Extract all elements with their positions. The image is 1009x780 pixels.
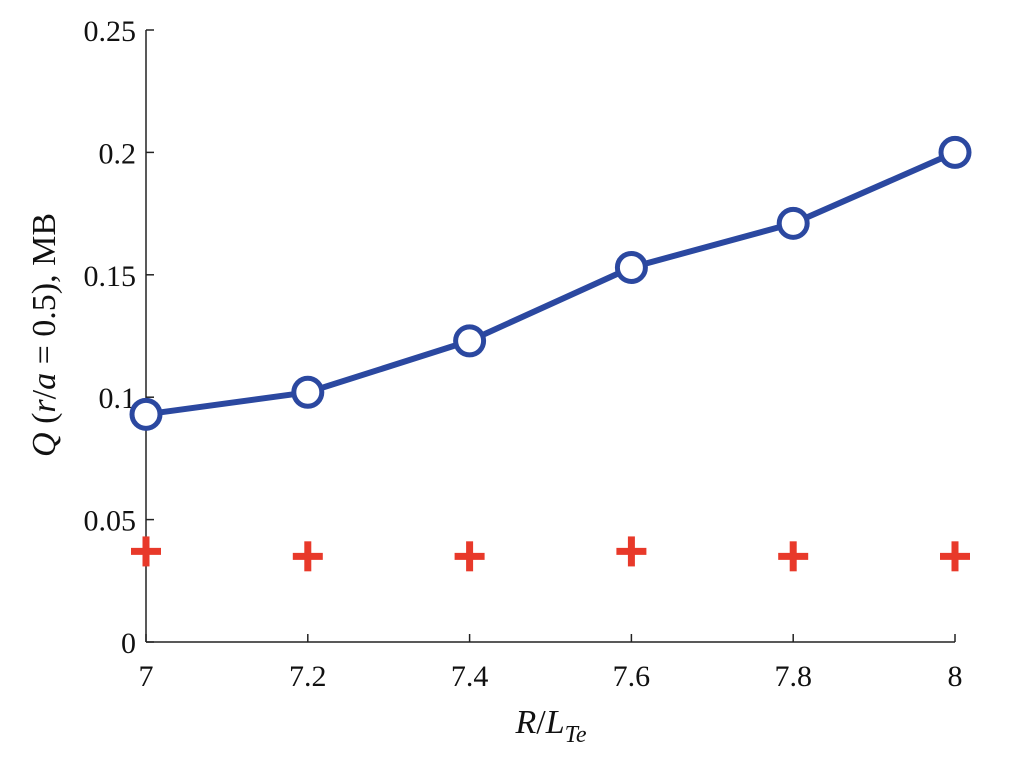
x-title-part: R [515,704,537,741]
y-tick-label: 0.2 [99,137,137,170]
x-tick-label: 7.4 [451,660,489,693]
x-tick-label: 7 [139,660,154,693]
y-title-part: = 0.5), MB [26,213,63,373]
x-axis-title: R/LTe [515,704,587,748]
plus-marker [616,536,647,567]
y-tick-labels: 0 0.05 0.1 0.15 0.2 0.25 [84,15,137,660]
plus-marker [940,541,970,572]
y-tick-label: 0.05 [84,505,137,538]
x-tick-label: 7.2 [289,660,327,693]
series-layer [129,135,972,572]
y-title-part: ( [26,413,63,433]
plus-marker [454,541,485,572]
x-tick-label: 7.6 [613,660,651,693]
axes [145,29,956,643]
y-title-part: Q [26,432,63,457]
plus-marker [292,541,323,572]
x-title-subscript: Te [565,722,587,748]
y-axis-title: Q (r/a = 0.5), MB [26,213,63,457]
circle-marker [129,397,163,431]
y-title-part: r [26,399,63,413]
series-2 [131,536,970,572]
circle-marker [291,375,325,409]
series-line [145,149,957,418]
circle-marker [453,324,487,358]
x-tick-label: 8 [948,660,963,693]
y-tick-label: 0.15 [84,260,137,293]
y-title-part: / [26,389,63,399]
y-tick-label: 0.25 [84,15,137,48]
y-tick-label: 0 [121,627,136,660]
circle-marker [776,206,810,240]
plus-marker [778,541,809,572]
x-title-part: / [536,704,546,741]
x-tick-label: 7.8 [774,660,812,693]
plus-marker [131,536,161,567]
y-tick-label: 0.1 [99,382,137,415]
x-title-part: L [545,704,565,741]
circle-marker [614,250,648,284]
circle-marker [938,135,972,169]
series-1 [129,135,972,431]
y-title-part: a [26,373,63,390]
x-tick-labels: 7 7.2 7.4 7.6 7.8 8 [139,660,963,693]
